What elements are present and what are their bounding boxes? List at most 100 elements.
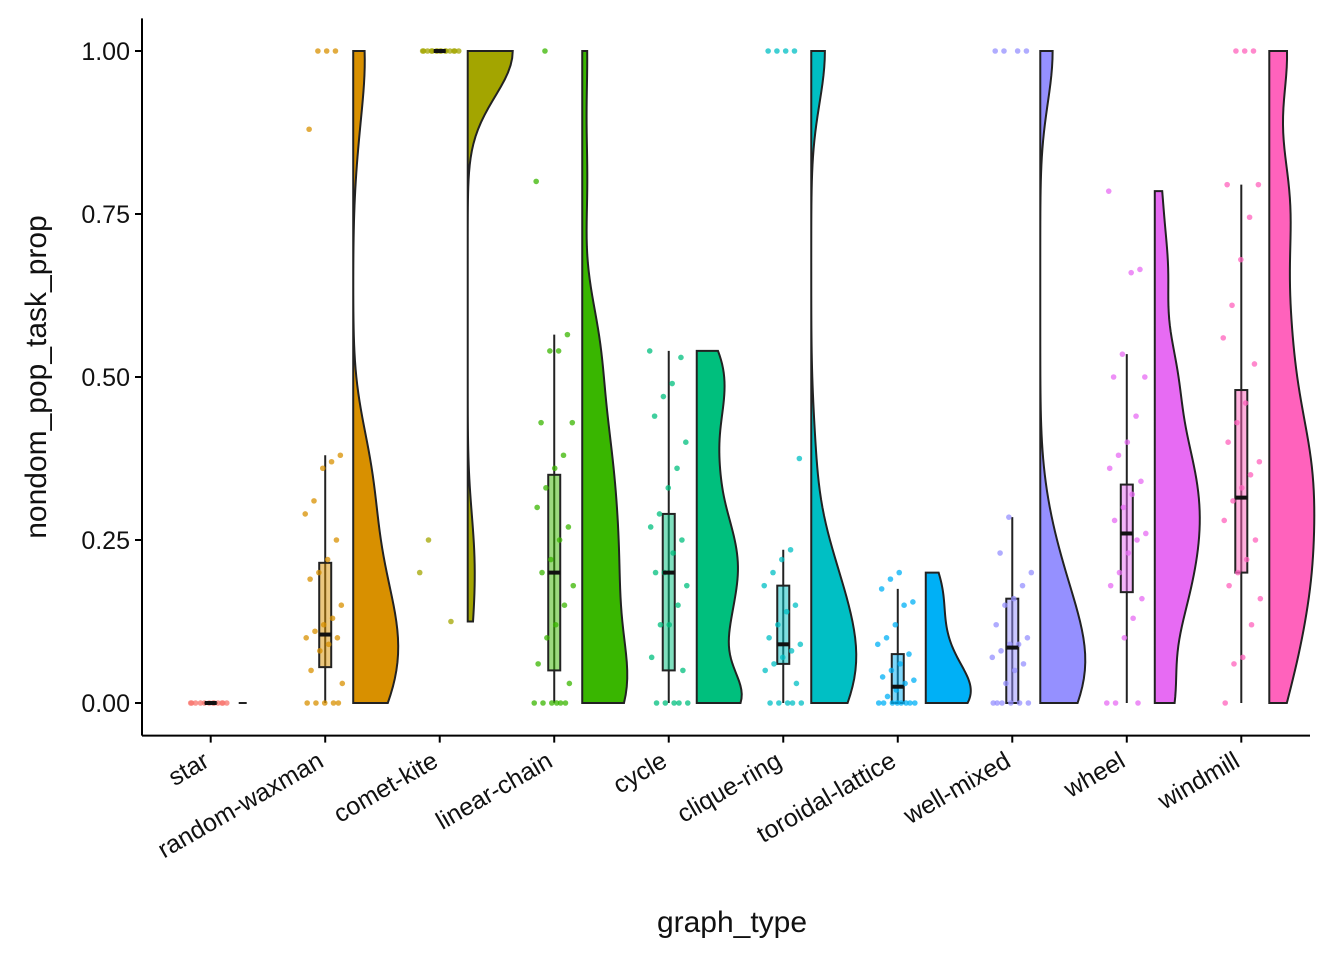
point bbox=[1111, 517, 1118, 524]
point bbox=[783, 608, 790, 615]
y-tick-label: 0.50 bbox=[81, 364, 130, 392]
point bbox=[337, 452, 344, 459]
point bbox=[901, 602, 907, 608]
point bbox=[675, 602, 681, 608]
point bbox=[782, 48, 789, 54]
point bbox=[425, 537, 432, 543]
point bbox=[894, 700, 901, 706]
point bbox=[1125, 550, 1132, 556]
violin bbox=[466, 50, 514, 623]
violin bbox=[1153, 190, 1201, 704]
point bbox=[993, 621, 999, 628]
point bbox=[543, 485, 549, 491]
point bbox=[548, 700, 555, 706]
point bbox=[1135, 700, 1141, 706]
point bbox=[1139, 595, 1145, 602]
point bbox=[304, 700, 310, 706]
violin bbox=[581, 50, 629, 704]
point bbox=[1138, 478, 1144, 485]
point bbox=[1220, 335, 1227, 341]
point bbox=[656, 511, 663, 517]
violin bbox=[924, 571, 972, 704]
point bbox=[778, 556, 785, 563]
point bbox=[797, 641, 804, 648]
violin bbox=[1039, 50, 1087, 704]
point bbox=[998, 648, 1004, 654]
point bbox=[562, 700, 569, 706]
point bbox=[1124, 439, 1131, 446]
box bbox=[1234, 389, 1249, 574]
point bbox=[1222, 700, 1228, 706]
point bbox=[657, 621, 664, 628]
point bbox=[651, 413, 658, 419]
point bbox=[669, 380, 675, 387]
point bbox=[1103, 700, 1110, 706]
point bbox=[317, 648, 323, 654]
point bbox=[197, 700, 204, 706]
point bbox=[791, 48, 798, 54]
point bbox=[420, 48, 427, 54]
point bbox=[884, 693, 891, 700]
point bbox=[553, 700, 560, 706]
point bbox=[1224, 181, 1230, 188]
point bbox=[1257, 595, 1264, 602]
point bbox=[566, 680, 573, 687]
y-tick-label: 0.25 bbox=[81, 527, 130, 555]
point bbox=[1250, 48, 1257, 54]
point bbox=[912, 700, 918, 706]
point bbox=[452, 48, 458, 54]
point bbox=[776, 700, 782, 706]
point bbox=[1235, 569, 1241, 576]
point bbox=[1246, 214, 1253, 221]
violin bbox=[810, 50, 858, 704]
box bbox=[318, 561, 333, 669]
point bbox=[1221, 517, 1228, 524]
point bbox=[1119, 351, 1126, 357]
point bbox=[561, 602, 568, 608]
point bbox=[680, 667, 686, 674]
point bbox=[1252, 537, 1259, 543]
point bbox=[542, 48, 548, 54]
point bbox=[798, 700, 805, 706]
point bbox=[1229, 302, 1235, 309]
point bbox=[1003, 680, 1009, 687]
point bbox=[315, 48, 321, 54]
point bbox=[1023, 48, 1030, 54]
point bbox=[1106, 465, 1113, 472]
point bbox=[793, 680, 800, 687]
point bbox=[911, 677, 917, 683]
point bbox=[1129, 491, 1135, 498]
point bbox=[324, 556, 331, 563]
point bbox=[874, 641, 881, 648]
violin bbox=[1268, 50, 1316, 704]
point bbox=[1242, 400, 1249, 406]
point bbox=[1256, 458, 1263, 465]
point bbox=[646, 348, 653, 354]
point bbox=[220, 700, 226, 706]
point bbox=[328, 458, 335, 465]
point bbox=[787, 546, 794, 553]
point bbox=[992, 48, 999, 54]
point bbox=[779, 654, 786, 661]
point bbox=[1120, 504, 1127, 511]
point bbox=[540, 700, 546, 706]
point bbox=[897, 661, 904, 667]
violin bbox=[695, 349, 743, 704]
point bbox=[679, 537, 685, 543]
point bbox=[534, 504, 540, 511]
point bbox=[662, 700, 669, 706]
point bbox=[784, 700, 791, 706]
violin bbox=[352, 50, 400, 704]
point bbox=[1014, 48, 1021, 54]
x-tick-label: wheel bbox=[1058, 747, 1129, 804]
point bbox=[652, 569, 659, 576]
point bbox=[1010, 595, 1017, 602]
point bbox=[323, 48, 330, 54]
point bbox=[906, 651, 912, 657]
point bbox=[875, 700, 882, 706]
point bbox=[1238, 256, 1244, 263]
point bbox=[683, 439, 689, 446]
point bbox=[547, 348, 553, 354]
y-tick-label: 0.75 bbox=[81, 201, 130, 229]
